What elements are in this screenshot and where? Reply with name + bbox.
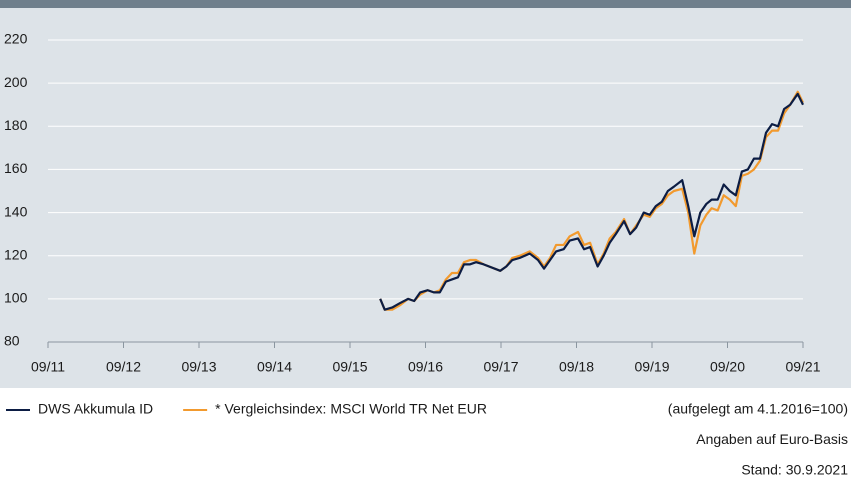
top-bar [0,0,851,8]
x-tick-label: 09/11 [31,359,65,375]
y-tick-label: 220 [4,31,28,47]
series-line [379,92,804,311]
plot-panel [0,8,851,388]
y-tick-label: 80 [4,333,20,349]
x-tick-label: 09/20 [710,359,745,375]
x-tick-label: 09/17 [483,359,518,375]
x-tick-label: 09/13 [181,359,216,375]
y-tick-label: 120 [4,246,28,262]
x-tick-label: 09/14 [257,359,292,375]
y-tick-label: 200 [4,74,28,90]
note: Stand: 30.9.2021 [741,462,848,478]
legend-label: DWS Akkumula ID [38,401,153,417]
x-tick-label: 09/19 [634,359,669,375]
y-tick-label: 100 [4,290,28,306]
x-tick-label: 09/16 [408,359,443,375]
x-tick-label: 09/15 [332,359,367,375]
x-tick-label: 09/12 [106,359,141,375]
note: (aufgelegt am 4.1.2016=100) [668,401,848,417]
y-tick-label: 140 [4,203,28,219]
x-tick-label: 09/21 [785,359,820,375]
y-tick-label: 180 [4,117,28,133]
legend-label: * Vergleichsindex: MSCI World TR Net EUR [215,401,487,417]
note: Angaben auf Euro-Basis [696,431,848,447]
y-tick-label: 160 [4,160,28,176]
x-tick-label: 09/18 [559,359,594,375]
